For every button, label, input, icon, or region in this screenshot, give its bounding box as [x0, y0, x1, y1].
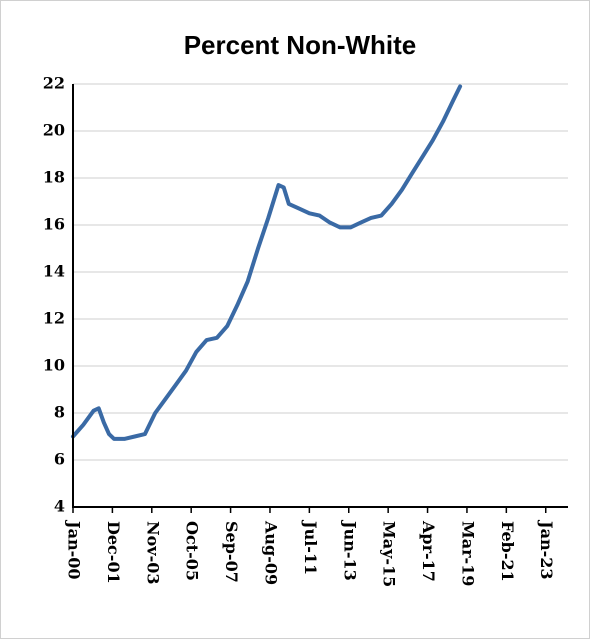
x-tick-label: Jan-00 — [65, 519, 84, 579]
y-tick-label: 16 — [43, 215, 65, 234]
x-tick-label: Dec-01 — [104, 521, 123, 584]
x-tick-label: Jul-11 — [301, 519, 320, 575]
x-tick-label: May-15 — [380, 521, 399, 587]
x-tick-label: Feb-21 — [498, 521, 517, 582]
y-tick-label: 12 — [43, 309, 65, 328]
x-tick-label: Sep-07 — [222, 521, 241, 583]
plot-layer — [71, 84, 463, 441]
y-tick-label: 20 — [43, 121, 65, 140]
y-tick-label: 8 — [54, 403, 65, 422]
x-tick-label: Jan-23 — [537, 519, 556, 579]
series-line — [71, 84, 463, 441]
x-tick-label: Nov-03 — [143, 521, 162, 585]
y-tick-label: 18 — [43, 168, 65, 187]
chart-title: Percent Non-White — [184, 30, 417, 60]
x-tick-label: Oct-05 — [183, 521, 202, 581]
x-tick-label: Aug-09 — [261, 520, 280, 585]
x-tick-label: Apr-17 — [419, 520, 438, 582]
y-tick-label: 22 — [43, 74, 65, 93]
y-tick-label: 4 — [54, 497, 65, 516]
x-tick-label: Jun-13 — [340, 519, 359, 581]
y-tick-label: 10 — [43, 356, 65, 375]
label-layer: 4 6 8 10 12 14 16 18 20 22 Jan-00 Dec-01 Nov-03 Oct-0… — [43, 74, 556, 588]
y-tick-label: 6 — [54, 450, 65, 469]
y-tick-label: 14 — [43, 262, 65, 281]
x-tick-label: Mar-19 — [458, 521, 477, 586]
